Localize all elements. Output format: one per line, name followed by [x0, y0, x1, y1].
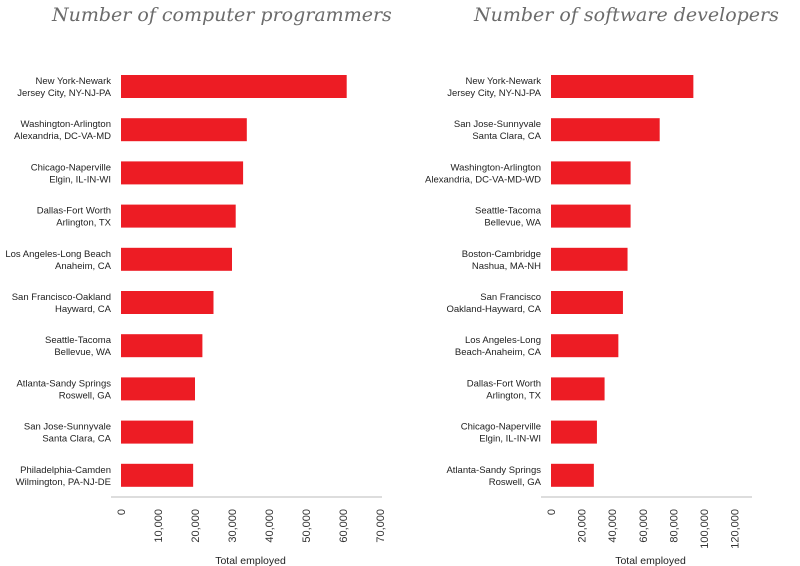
bar [121, 334, 203, 358]
x-tick-label: 20,000 [190, 509, 202, 543]
x-tick-label: 100,000 [699, 509, 711, 549]
x-tick-label: 40,000 [264, 509, 276, 543]
bar [121, 75, 347, 98]
category-label: New York-Newark Jersey City, NY-NJ-PA [447, 76, 541, 99]
category-label: Chicago-Naperville Elgin, IL-IN-WI [31, 162, 111, 185]
x-tick-label: 40,000 [607, 509, 619, 543]
bar [121, 377, 195, 401]
x-axis-title: Total employed [215, 555, 286, 566]
bar [551, 118, 660, 142]
category-label: Chicago-Naperville Elgin, IL-IN-WI [461, 422, 541, 445]
x-tick-label: 30,000 [227, 509, 239, 543]
category-label: San Jose-Sunnyvale Santa Clara, CA [24, 422, 112, 445]
bar [121, 161, 244, 185]
x-tick-label: 60,000 [638, 509, 650, 543]
programmers-bar-chart: New York-Newark Jersey City, NY-NJ-PA Wash… [5, 75, 387, 566]
x-tick-label: 80,000 [668, 509, 680, 543]
bar [551, 161, 631, 185]
category-label: Washington-Arlington Alexandria, DC-VA-MD [14, 119, 111, 142]
x-tick-label: 70,000 [375, 509, 387, 543]
x-tick-label: 10,000 [153, 509, 165, 543]
category-label: San Francisco Oakland-Hayward, CA [446, 292, 541, 315]
x-tick-label: 120,000 [730, 509, 742, 549]
bar [551, 75, 694, 98]
category-label: San Francisco-Oakland Hayward, CA [12, 292, 112, 315]
bar [121, 420, 194, 444]
category-label: Washington-Arlington Alexandria, DC-VA-MD… [425, 162, 541, 185]
chart-title-programmers: Number of computer programmers [52, 4, 392, 26]
bar [551, 204, 631, 228]
x-tick-label: 0 [116, 509, 128, 515]
category-label: Los Angeles-Long Beach-Anaheim, CA [455, 335, 542, 358]
bar [551, 377, 605, 401]
x-tick-label: 20,000 [577, 509, 589, 543]
bar [551, 247, 628, 271]
category-label: Dallas-Fort Worth Arlington, TX [467, 378, 542, 401]
category-label: Philadelphia-Camden Wilmington, PA-NJ-DE [16, 465, 111, 488]
developers-bar-chart: New York-Newark Jersey City, NY-NJ-PA San … [425, 75, 752, 566]
category-label: Seattle-Tacoma Bellevue, WA [475, 206, 542, 229]
x-tick-label: 60,000 [338, 509, 350, 543]
category-label: San Jose-Sunnyvale Santa Clara, CA [454, 119, 542, 142]
bar [121, 463, 194, 487]
category-label: Dallas-Fort Worth Arlington, TX [37, 206, 112, 229]
category-label: New York-Newark Jersey City, NY-NJ-PA [17, 76, 111, 99]
bar [551, 463, 594, 487]
category-label: Los Angeles-Long Beach Anaheim, CA [5, 249, 111, 272]
chart-title-developers: Number of software developers [474, 4, 779, 26]
category-label: Boston-Cambridge Nashua, MA-NH [462, 249, 541, 272]
bar [121, 204, 236, 228]
category-label: Atlanta-Sandy Springs Roswell, GA [446, 465, 541, 488]
bar [551, 420, 597, 444]
x-tick-label: 0 [546, 509, 558, 515]
bar [551, 334, 619, 358]
bar [551, 291, 623, 314]
x-tick-label: 50,000 [301, 509, 313, 543]
bar [121, 247, 232, 271]
bar [121, 118, 247, 142]
category-label: Seattle-Tacoma Bellevue, WA [45, 335, 112, 358]
category-label: Atlanta-Sandy Springs Roswell, GA [16, 378, 111, 401]
x-axis-title: Total employed [615, 555, 686, 566]
bar [121, 291, 214, 314]
